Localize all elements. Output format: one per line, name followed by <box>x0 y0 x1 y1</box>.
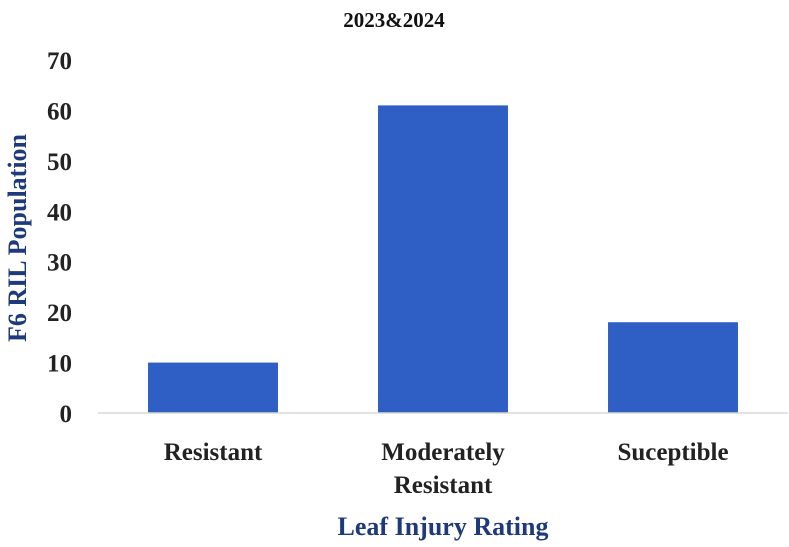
y-tick-label: 50 <box>47 149 72 176</box>
x-axis-label: Leaf Injury Rating <box>338 512 549 541</box>
y-tick-label: 60 <box>47 98 72 125</box>
bar <box>378 105 508 413</box>
y-axis-ticks: 0 10 20 30 40 50 60 70 <box>47 48 72 428</box>
y-tick-label: 0 <box>60 401 73 428</box>
y-tick-label: 70 <box>47 48 72 75</box>
y-tick-label: 20 <box>47 300 72 327</box>
y-tick-label: 30 <box>47 250 72 277</box>
x-axis-categories: Resistant Moderately Resistant Suceptible <box>164 439 729 499</box>
y-tick-label: 40 <box>47 199 72 226</box>
chart-title: 2023&2024 <box>343 8 445 32</box>
y-axis-label: F6 RIL Population <box>3 133 32 342</box>
x-category-label: Resistant <box>164 439 263 466</box>
bars-group <box>148 105 738 413</box>
x-category-label: Moderately <box>381 439 505 466</box>
x-category-label: Resistant <box>394 472 493 499</box>
bar <box>608 322 738 413</box>
x-category-label: Suceptible <box>617 439 728 466</box>
y-tick-label: 10 <box>47 351 72 378</box>
bar <box>148 362 278 413</box>
